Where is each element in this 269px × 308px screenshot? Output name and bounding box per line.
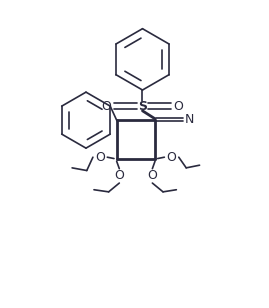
Text: O: O xyxy=(114,169,124,182)
Text: O: O xyxy=(102,99,111,112)
Text: O: O xyxy=(95,151,105,164)
Text: S: S xyxy=(138,99,147,112)
Text: O: O xyxy=(147,169,157,182)
Text: N: N xyxy=(184,113,194,126)
Text: O: O xyxy=(167,151,176,164)
Text: O: O xyxy=(174,99,183,112)
